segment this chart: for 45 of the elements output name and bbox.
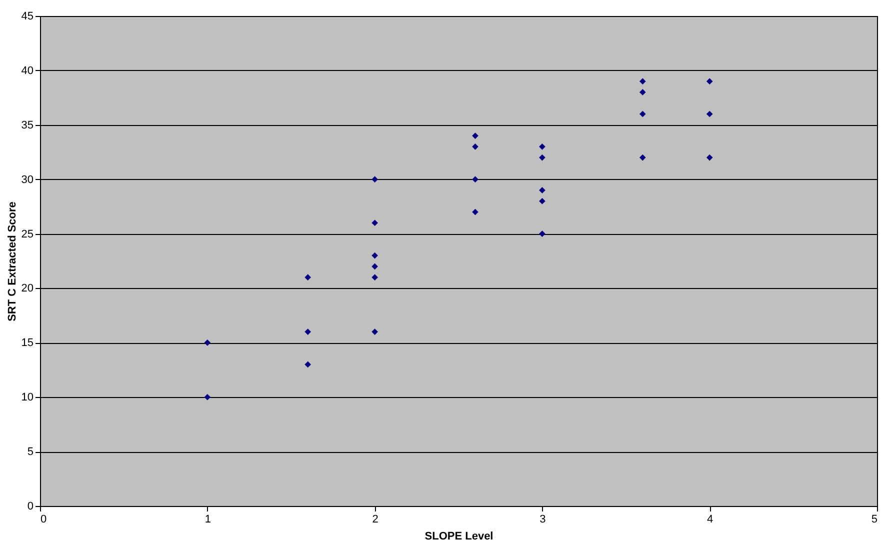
y-tick-label: 30 — [21, 174, 34, 186]
point — [372, 176, 378, 182]
y-tick-label: 0 — [27, 500, 34, 512]
x-tick-label: 4 — [707, 514, 714, 526]
y-tick-label: 40 — [21, 64, 34, 77]
x-tick-label: 0 — [40, 514, 47, 526]
y-tick-label: 10 — [21, 392, 34, 404]
point — [372, 220, 378, 226]
y-tick-label: 25 — [21, 228, 34, 240]
point — [304, 328, 311, 335]
point — [372, 328, 378, 335]
point — [706, 78, 713, 84]
point — [372, 274, 378, 280]
y-tick-label: 5 — [27, 446, 34, 458]
point — [706, 110, 713, 118]
point — [639, 154, 646, 161]
point — [639, 110, 646, 118]
point — [539, 198, 546, 204]
point — [304, 274, 311, 280]
point — [539, 154, 546, 161]
point — [204, 394, 211, 400]
x-axis-title: SLOPE Level — [424, 530, 494, 542]
point — [472, 144, 478, 150]
y-tick-label: 15 — [21, 337, 34, 350]
point — [472, 208, 478, 216]
point — [472, 132, 478, 139]
point — [639, 78, 646, 84]
x-tick-label: 2 — [372, 514, 378, 526]
point — [539, 187, 546, 194]
point — [372, 252, 378, 259]
point — [372, 263, 378, 270]
x-tick-label: 3 — [540, 514, 546, 526]
y-tick-label: 20 — [21, 282, 34, 295]
point — [304, 361, 311, 368]
x-tick-label: 1 — [204, 514, 211, 526]
point — [539, 230, 546, 237]
y-tick-label: 45 — [21, 10, 34, 22]
point — [472, 176, 478, 182]
point — [706, 154, 713, 161]
x-tick-label: 5 — [871, 514, 878, 526]
point — [639, 89, 646, 96]
y-axis-title: SRT C Extracted Score — [6, 202, 18, 322]
y-tick-label: 35 — [21, 119, 34, 132]
point — [204, 340, 211, 346]
point — [539, 144, 546, 150]
